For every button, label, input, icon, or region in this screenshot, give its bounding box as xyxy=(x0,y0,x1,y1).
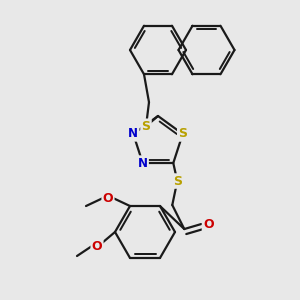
Text: N: N xyxy=(138,157,148,169)
Text: S: S xyxy=(178,128,187,140)
Text: O: O xyxy=(203,218,214,230)
Text: S: S xyxy=(173,175,182,188)
Text: N: N xyxy=(128,128,138,140)
Text: O: O xyxy=(92,239,102,253)
Text: S: S xyxy=(142,120,151,133)
Text: O: O xyxy=(103,191,113,205)
